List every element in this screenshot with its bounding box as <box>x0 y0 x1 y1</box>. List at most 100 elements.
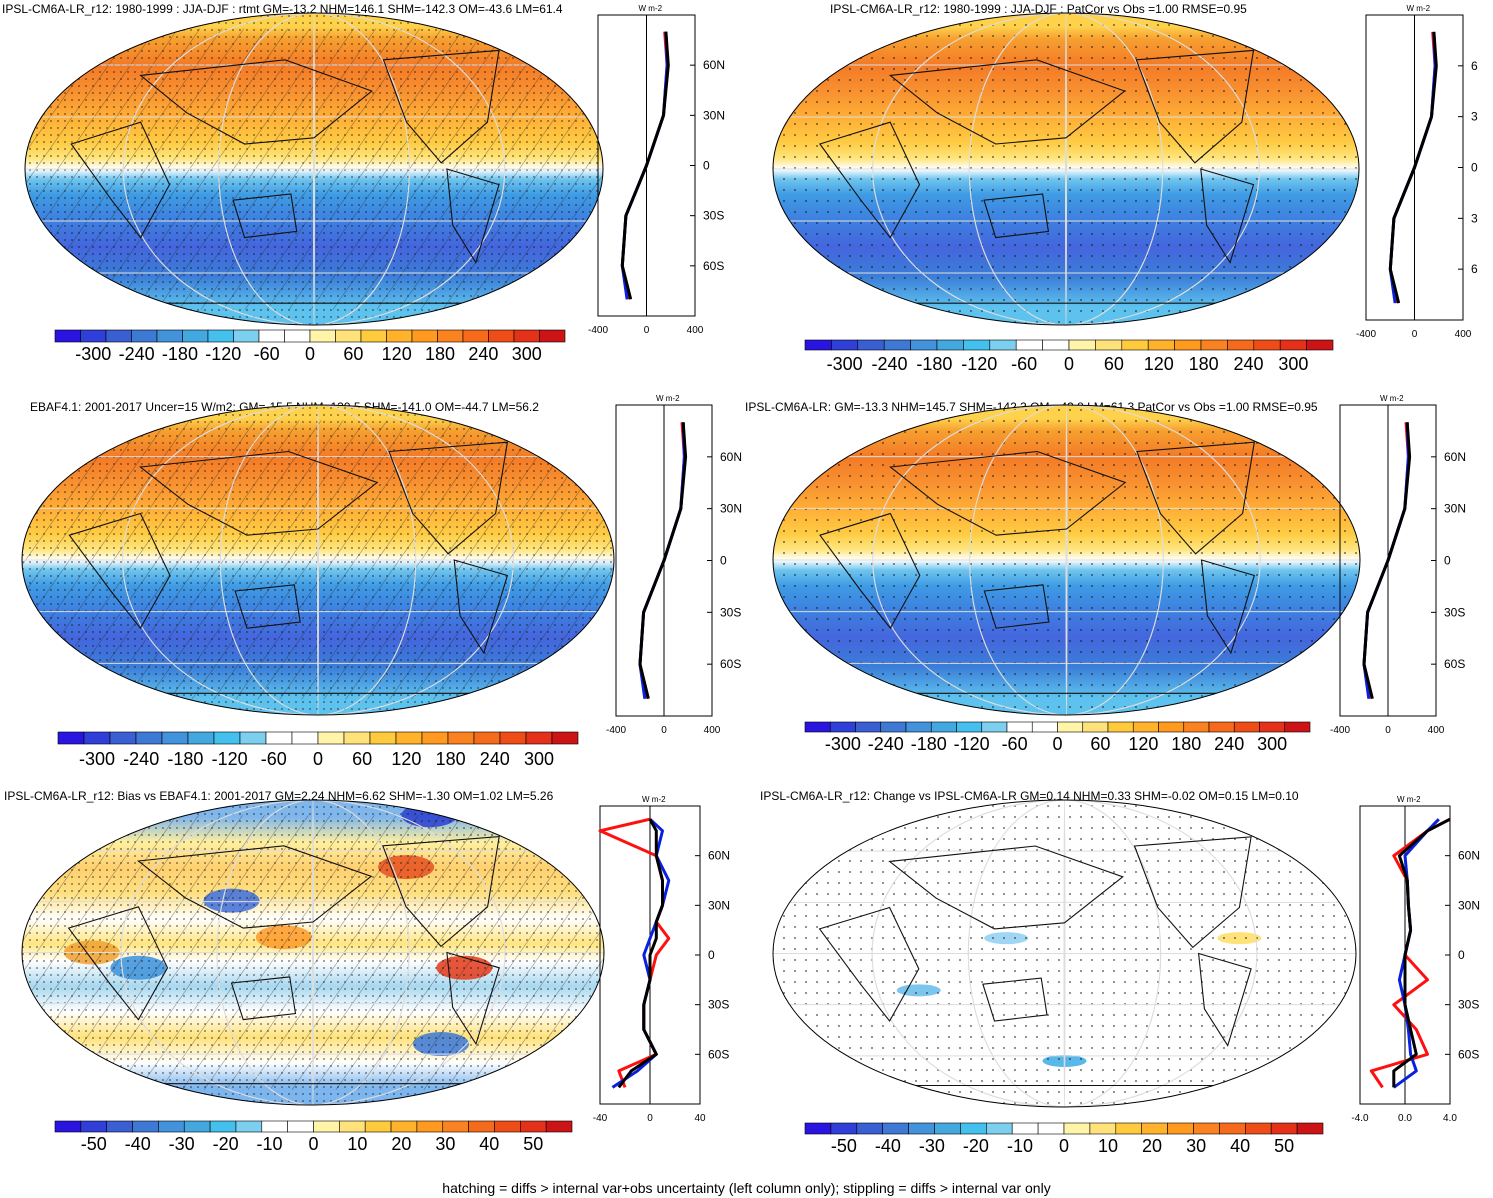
colorbar-swatch <box>830 1122 858 1135</box>
colorbar-swatch <box>1082 721 1109 733</box>
graticule-lon <box>120 800 506 1105</box>
colorbar-tick-label: -10 <box>1007 1136 1033 1156</box>
colorbar-tick-label: -20 <box>213 1134 239 1154</box>
panel-title-6: IPSL-CM6A-LR_r12: Change vs IPSL-CM6A-LR… <box>760 789 1299 803</box>
colorbar-swatch <box>1031 721 1058 733</box>
colorbar-tick-label: 50 <box>523 1134 543 1154</box>
map-border <box>21 799 605 1106</box>
profile-ytick-label: 30S <box>703 209 724 223</box>
graticule-lon <box>967 800 1162 1107</box>
colorbar-swatch <box>1208 721 1235 733</box>
colorbar-swatch <box>284 329 311 343</box>
colorbar-swatch <box>1115 1122 1143 1135</box>
colorbar-tick-label: -300 <box>827 354 863 374</box>
colorbar-swatch <box>213 731 241 745</box>
profile-ytick-label: 60S <box>1458 1047 1479 1061</box>
colorbar-swatch <box>462 329 489 343</box>
colorbar-swatch <box>209 1120 237 1133</box>
colorbar-swatch <box>156 329 183 343</box>
colorbar-tick-label: 120 <box>382 344 412 364</box>
colorbar-tick-label: -180 <box>162 344 198 364</box>
map-4 <box>773 405 1360 715</box>
profile-line-model_r12 <box>638 422 686 699</box>
profile-ytick-label: 0 <box>720 554 727 568</box>
colorbar-swatch <box>364 1120 392 1133</box>
colorbar-swatch <box>519 1120 547 1133</box>
colorbar-3: -300 -240 -180 -120 -60 0 60 120 180 240 300 <box>57 731 579 769</box>
colorbar-tick-label: 180 <box>1189 354 1219 374</box>
colorbar-swatch <box>1057 721 1084 733</box>
colorbar-tick-label: 0 <box>308 1134 318 1154</box>
profile-ytick-label: 60S <box>708 1047 729 1061</box>
profile-ytick-label: 0 <box>1458 948 1465 962</box>
colorbar-swatch <box>80 1120 107 1133</box>
profile-xtick-label: 0 <box>661 725 667 736</box>
profile-ytick-label: 30N <box>1444 502 1466 516</box>
profile-ytick-label: 30S <box>1444 605 1465 619</box>
colorbar-swatch <box>447 731 475 745</box>
colorbar-6: -50 -40 -30 -20 -10 0 10 20 30 40 50 <box>804 1122 1324 1156</box>
colorbar-tick-label: 180 <box>425 344 455 364</box>
colorbar-tick-label: -30 <box>169 1134 195 1154</box>
colorbar-swatch <box>981 721 1008 733</box>
profile-ytick-label: 60N <box>703 58 725 72</box>
profile-xtick-label: 0 <box>1412 329 1418 340</box>
colorbar-swatch <box>545 1120 573 1133</box>
profile-unit-label: W m-2 <box>639 4 663 13</box>
colorbar-tick-label: -120 <box>212 749 248 769</box>
profile-ytick-label: 60S <box>703 259 724 273</box>
graticule-lon <box>313 13 315 325</box>
colorbar-tick-label: 30 <box>435 1134 455 1154</box>
colorbar-swatch <box>855 721 882 733</box>
profile-ytick-label: 30S <box>720 605 741 619</box>
colorbar-swatch <box>207 329 234 343</box>
panel-title-5: IPSL-CM6A-LR_r12: Bias vs EBAF4.1: 2001-… <box>4 789 554 803</box>
colorbar-tick-label: 50 <box>1274 1136 1294 1156</box>
colorbar-tick-label: 0 <box>305 344 315 364</box>
colorbar-swatch <box>335 329 362 343</box>
panel-title-1: IPSL-CM6A-LR_r12: 1980-1999 : JJA-DJF : … <box>2 2 563 16</box>
colorbar-swatch <box>1167 1122 1194 1135</box>
colorbar-swatch <box>963 339 991 351</box>
colorbar-swatch <box>494 1120 521 1133</box>
profile-ytick-label: 60N <box>708 849 730 863</box>
colorbar-tick-label: 40 <box>1230 1136 1250 1156</box>
colorbar-swatch <box>985 1122 1013 1135</box>
colorbar-tick-label: -60 <box>261 749 287 769</box>
profile-unit-label: W m-2 <box>1397 795 1421 804</box>
colorbar-swatch <box>1233 721 1260 733</box>
colorbar-swatch <box>1200 339 1228 351</box>
colorbar-tick-label: 300 <box>1257 734 1287 754</box>
colorbar-swatch <box>499 731 527 745</box>
profile-xtick-label: 0 <box>1385 725 1391 736</box>
profile-ytick-label: 30N <box>708 898 730 912</box>
profile-unit-label: W m-2 <box>656 394 680 403</box>
profile-xtick-label: 400 <box>1428 725 1445 736</box>
colorbar-swatch <box>339 1120 366 1133</box>
colorbar-swatch <box>1284 721 1311 733</box>
profile-xtick-label: 0.0 <box>1398 1113 1412 1124</box>
colorbar-tick-label: 120 <box>391 749 421 769</box>
colorbar-swatch <box>804 339 832 351</box>
colorbar-swatch <box>132 1120 159 1133</box>
colorbar-swatch <box>936 339 964 351</box>
map-border <box>772 12 1360 326</box>
colorbar-swatch <box>83 731 111 745</box>
map-coastlines <box>819 441 1272 694</box>
zonal-profile-5: -40 0 40 60N 30N 0 30S 60S W m-2 <box>593 795 730 1124</box>
colorbar-swatch <box>804 721 831 733</box>
colorbar-swatch <box>182 329 209 343</box>
profile-ytick-label: 6 <box>1471 262 1478 276</box>
colorbar-tick-label: -10 <box>257 1134 283 1154</box>
profile-ytick-label: 60N <box>1458 849 1480 863</box>
colorbar-tick-label: 240 <box>1233 354 1263 374</box>
colorbar-swatch <box>411 329 438 343</box>
colorbar-swatch <box>261 1120 288 1133</box>
colorbar-tick-label: 240 <box>480 749 510 769</box>
colorbar-swatch <box>473 731 501 745</box>
profile-ytick-label: 30N <box>720 502 742 516</box>
colorbar-swatch <box>386 329 413 343</box>
colorbar-tick-label: 300 <box>1278 354 1308 374</box>
colorbar-swatch <box>829 721 856 733</box>
profile-line-obs <box>1362 422 1412 700</box>
